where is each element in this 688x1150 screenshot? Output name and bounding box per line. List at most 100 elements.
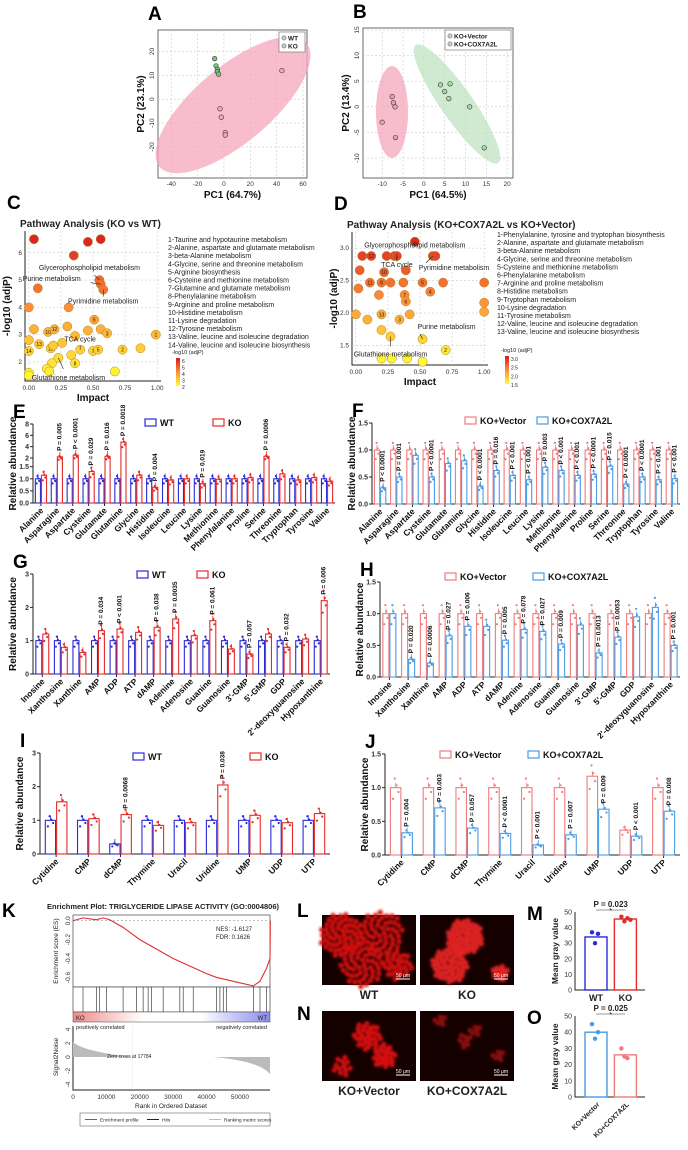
data-point (516, 610, 519, 613)
data-point (69, 479, 73, 483)
cell (351, 1032, 357, 1038)
data-point (330, 482, 333, 485)
data-point (73, 645, 76, 648)
x-tick-label: -5 (400, 181, 406, 188)
bar-ko (56, 801, 68, 855)
data-point (222, 635, 226, 638)
cell (340, 967, 347, 974)
bar-wt (273, 478, 280, 504)
cell (379, 915, 385, 921)
p-value-label: P = 0.038 (219, 751, 226, 779)
data-point (669, 452, 672, 455)
data-point (608, 623, 611, 626)
data-point (445, 469, 448, 472)
data-point (385, 610, 388, 613)
data-point (374, 458, 377, 461)
bar-ko-cox7a2l (655, 479, 662, 505)
point-number: 10 (381, 270, 387, 276)
data-point (656, 483, 659, 486)
data-point (192, 629, 195, 633)
data-point (57, 458, 60, 461)
cell (373, 940, 380, 947)
y-tick-label: 10 (354, 52, 361, 60)
p-value-label: P = 0.016 (104, 422, 111, 450)
cell (371, 952, 377, 958)
ranking-metric-area (213, 1057, 270, 1075)
cell (477, 932, 483, 938)
p-value-label: P = 0.015 (607, 432, 614, 460)
p-value-label: P = 0.0018 (120, 404, 127, 436)
data-point (620, 452, 623, 455)
cell (471, 948, 477, 954)
data-point (282, 475, 285, 478)
y-tick-label: 4 (25, 444, 29, 451)
bar-ko (295, 479, 302, 504)
data-point (431, 475, 434, 478)
bar-wt (313, 640, 321, 675)
pathway-point (83, 325, 93, 336)
data-point (534, 604, 537, 607)
data-point (195, 475, 198, 478)
data-point (137, 470, 141, 474)
bar-ko (190, 635, 198, 675)
x-tick-label: 10 (462, 181, 470, 188)
data-point (177, 815, 180, 818)
data-point (52, 821, 55, 825)
cell (461, 918, 467, 925)
data-point (458, 452, 461, 455)
cell (349, 942, 355, 948)
point-number: 2 (444, 348, 447, 354)
data-point (280, 478, 283, 481)
fluorescence-signal (430, 917, 510, 985)
data-point (633, 458, 637, 461)
data-point (175, 825, 178, 828)
cell (341, 1063, 347, 1069)
data-point (228, 479, 232, 483)
annotation-label: Glutathione metabolism (354, 351, 428, 358)
data-point (439, 458, 442, 461)
p-value-label: P = 0.003 (542, 433, 549, 461)
data-point (91, 469, 94, 473)
data-point (610, 610, 613, 613)
data-point (149, 479, 152, 483)
cell (363, 945, 370, 951)
bar-ko (264, 633, 273, 675)
data-point (154, 829, 157, 832)
bar-wt (50, 478, 57, 504)
chart-title: Enrichment Plot: TRIGLYCERIDE LIPASE ACT… (47, 902, 279, 911)
y-axis-label: Relative abundance (347, 416, 358, 510)
y-tick-label: 1 (25, 638, 29, 645)
bar-ko-vector (607, 613, 615, 678)
data-point (642, 478, 646, 481)
data-point (53, 477, 56, 480)
data-point (459, 604, 462, 607)
pathway-list-item: 7-Arginine and proline metabolism (497, 281, 603, 288)
cell (380, 961, 386, 967)
data-point (83, 482, 86, 485)
cell (369, 916, 375, 923)
cell (399, 927, 405, 933)
data-point (526, 784, 529, 787)
cell (374, 947, 381, 953)
legend-marker (281, 35, 287, 41)
data-point (297, 478, 300, 481)
data-point (521, 441, 524, 444)
cell (385, 971, 391, 978)
cell (356, 1042, 362, 1048)
data-point (160, 826, 163, 829)
data-point (44, 627, 47, 631)
data-point (609, 604, 612, 607)
data-point (595, 931, 601, 937)
panel-label: B (353, 2, 367, 23)
bar-ko-vector (438, 449, 445, 505)
cell (361, 962, 367, 968)
data-point (384, 604, 387, 607)
data-point (505, 642, 509, 645)
data-point (223, 638, 227, 642)
cell (397, 966, 403, 972)
data-point (655, 777, 659, 780)
data-point (596, 656, 599, 659)
p-value-label: P = 0.005 (56, 423, 63, 451)
data-point (283, 827, 286, 830)
